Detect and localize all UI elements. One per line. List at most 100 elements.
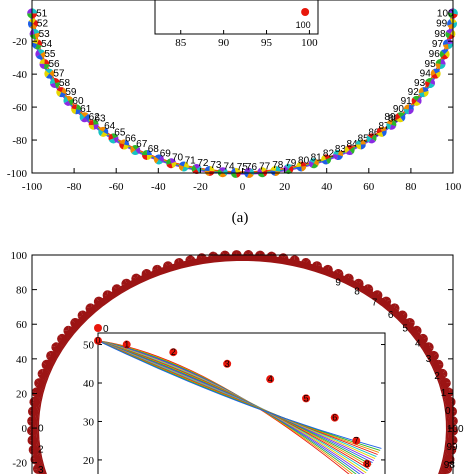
panel-b-node-marker [404, 317, 415, 328]
panel-a-y-tick-label: -20 [12, 36, 27, 48]
panel-b-node-label: 5 [402, 324, 408, 335]
panel-a-node-marker [439, 49, 450, 60]
panel-a-node-marker [425, 78, 436, 89]
panel-b-node-marker [34, 378, 45, 389]
panel-b-node-marker [266, 251, 277, 262]
panel-b-inset-point-label: 4 [268, 374, 273, 384]
panel-a-node-label: 58 [59, 78, 71, 89]
panel-b-node-marker [70, 317, 81, 328]
panel-b-node-marker [46, 350, 57, 361]
panel-a-x-tick-label: 0 [240, 181, 246, 193]
panel-a-node-marker [445, 29, 456, 40]
panel-b-node-marker [243, 250, 254, 261]
panel-a-node-marker [108, 133, 119, 144]
panel-b-node-label: 3 [38, 465, 44, 474]
panel-b-node-marker [417, 333, 428, 344]
panel-a-node-label: 90 [393, 104, 405, 115]
panel-a-node-label: 78 [272, 160, 284, 171]
panel-b-inset-point-label: 6 [332, 413, 337, 423]
panel-a-inset-point [301, 8, 310, 16]
panel-a-node-marker [403, 104, 414, 115]
panel-a-node-marker [98, 126, 109, 137]
panel-a-node-marker [39, 59, 50, 70]
panel-b-node-label: 2 [38, 444, 44, 455]
panel-a-x-tick-label: 20 [279, 181, 291, 193]
panel-a-node-label: 81 [311, 152, 323, 163]
panel-a-node-label: 87 [379, 121, 391, 132]
panel-a-node-label: 74 [223, 161, 235, 172]
panel-b-inset-point-label: 8 [365, 459, 370, 469]
panel-b-frame [31, 254, 454, 474]
panel-a-node-marker [44, 68, 55, 79]
panel-b-node-marker [141, 269, 152, 280]
panel-a-x-tick-label: 100 [445, 181, 462, 193]
panel-a-node-label: 66 [125, 134, 137, 145]
panel-b-y-tick-label: 40 [16, 354, 28, 366]
panel-b-node-marker [433, 359, 444, 370]
panel-a-node-marker [119, 139, 130, 150]
panel-b-markers: 9876543210100999887023 [27, 250, 464, 474]
panel-a-inset-frame [154, 0, 319, 35]
panel-a-node-label: 93 [414, 78, 426, 89]
panel-a-node-label: 63 [94, 114, 106, 125]
panel-b-node-marker [343, 273, 354, 284]
panel-b-node-marker [63, 325, 74, 336]
panel-a-node-marker [56, 87, 67, 98]
panel-b-inset-point-label: 5 [304, 393, 309, 403]
panel-b-inset: 50 40 30 20 0 1 2 3 4 5 6 7 8 0 [83, 324, 386, 474]
panel-b-node-marker [311, 261, 322, 272]
panel-b-node-marker [32, 463, 43, 474]
panel-b-inset-content: 50 40 30 20 0 1 2 3 4 5 6 7 8 0 [83, 324, 385, 474]
panel-b-inset-point-label: 1 [124, 340, 129, 350]
panel-a-x-tick-label: 60 [363, 181, 375, 193]
panel-b-y-tick-label: -20 [12, 458, 27, 470]
caption-a: (a) [232, 210, 249, 226]
panel-a-node-label: 97 [432, 39, 444, 50]
panel-b-y-tick-label: 80 [16, 285, 28, 297]
panel-b-inset-point [302, 394, 311, 403]
panel-a-node-label: 69 [160, 148, 172, 159]
panel-b-y-tick-label: 20 [16, 388, 28, 400]
panel-a-y-tick-label: -40 [12, 69, 27, 81]
panel-a-node-label: 60 [72, 96, 84, 107]
panel-a-lines [30, 13, 455, 175]
panel-a-node-label: 100 [437, 8, 454, 19]
panel-b-node-label: 0 [445, 406, 451, 417]
panel-b-node-label: 6 [388, 310, 394, 321]
panel-a-y-tick-label: -60 [12, 102, 27, 114]
panel-b-node-label: 7 [372, 297, 378, 308]
panel-b-node-marker [231, 250, 242, 261]
panel-a-node-marker [49, 78, 60, 89]
panel-b-inset-point-label: 0 [95, 336, 100, 346]
panel-a-node-label: 96 [429, 49, 441, 60]
panel-a-node-label: 95 [425, 59, 437, 70]
panel-b-node-marker [322, 264, 333, 275]
panel-b-node-marker [27, 406, 38, 417]
panel-a-node-label: 55 [44, 49, 56, 60]
panel-b-node-marker [423, 342, 434, 353]
panel-b-node-marker [428, 350, 439, 361]
panel-a-node-marker [27, 8, 38, 19]
panel-b-node-marker [85, 303, 96, 314]
panel-b-node-marker [185, 255, 196, 266]
panel-b-inset-point [94, 336, 102, 345]
panel-b-node-label: 3 [426, 354, 432, 365]
panel-a-x-tick-label: -80 [67, 181, 82, 193]
panel-a-node-marker [386, 119, 397, 130]
panel-a-node-marker [29, 29, 40, 40]
panel-b-inset-y-tick-label: 50 [83, 340, 95, 352]
panel-a-node-label: 54 [41, 39, 53, 50]
panel-b-node-marker [174, 258, 185, 269]
panel-b-node-marker [37, 368, 48, 379]
panel-a-x-tick-label: -100 [22, 181, 43, 193]
panel-a-node-marker [71, 104, 82, 115]
panel-b-node-marker [289, 255, 300, 266]
panel-a-y-tick-label: -80 [12, 135, 27, 147]
panel-b-node-marker [77, 310, 88, 321]
panel-b-inset-point [266, 375, 275, 384]
panel-a-node-marker [395, 112, 406, 123]
panel-b-node-label: 4 [415, 338, 421, 349]
panel-b-node-marker [111, 284, 122, 295]
panel-a-node-marker [130, 145, 141, 156]
panel-a-node-marker [244, 167, 255, 178]
